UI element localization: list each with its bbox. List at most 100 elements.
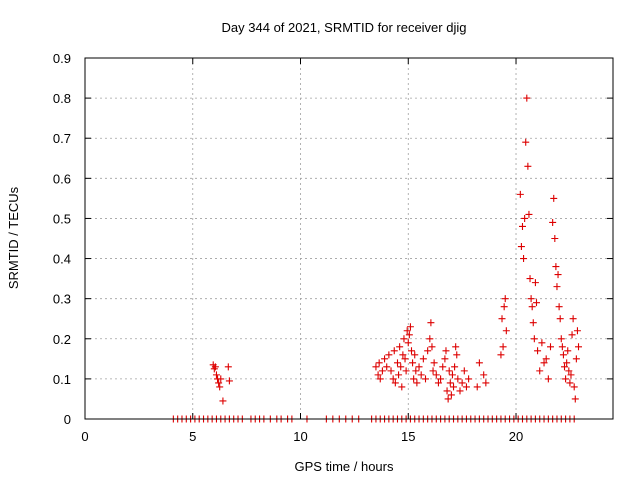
data-point [502, 295, 509, 302]
data-point [570, 315, 577, 322]
data-point [447, 379, 454, 386]
data-point [397, 363, 404, 370]
data-point [573, 355, 580, 362]
data-point [528, 295, 535, 302]
data-point [448, 391, 455, 398]
data-point [416, 363, 423, 370]
data-point [551, 235, 558, 242]
y-axis-label: SRMTID / TECUs [6, 186, 21, 289]
data-point [395, 371, 402, 378]
data-point [522, 139, 529, 146]
data-point [465, 375, 472, 382]
data-point [553, 283, 560, 290]
x-tick-label: 15 [401, 429, 415, 444]
data-point [442, 347, 449, 354]
data-point [405, 339, 412, 346]
data-point [383, 363, 390, 370]
data-point [497, 351, 504, 358]
data-point [560, 351, 567, 358]
y-tick-label: 0.5 [53, 211, 71, 226]
y-tick-label: 0.6 [53, 171, 71, 186]
data-point [451, 363, 458, 370]
data-point [433, 371, 440, 378]
data-point [501, 303, 508, 310]
y-tick-label: 0.3 [53, 292, 71, 307]
data-point [409, 359, 416, 366]
data-point [388, 367, 395, 374]
x-tick-label: 10 [293, 429, 307, 444]
data-point [454, 375, 461, 382]
data-point [463, 383, 470, 390]
y-tick-label: 0.8 [53, 91, 71, 106]
data-point [216, 383, 223, 390]
data-point [474, 383, 481, 390]
y-tick-label: 0.9 [53, 51, 71, 66]
data-point [413, 379, 420, 386]
data-point [422, 375, 429, 382]
data-point [534, 347, 541, 354]
data-point [550, 195, 557, 202]
data-point [521, 215, 528, 222]
data-point [531, 335, 538, 342]
data-point [552, 263, 559, 270]
plot-frame [85, 58, 613, 419]
data-point [396, 343, 403, 350]
data-point [372, 363, 379, 370]
data-point [527, 275, 534, 282]
data-point [566, 379, 573, 386]
data-point [557, 315, 564, 322]
data-point [444, 387, 451, 394]
data-point [517, 191, 524, 198]
data-point [225, 363, 232, 370]
y-tick-label: 0.4 [53, 252, 71, 267]
chart-title: Day 344 of 2021, SRMTID for receiver dji… [222, 20, 467, 35]
data-point [525, 211, 532, 218]
data-point [520, 255, 527, 262]
data-point [420, 355, 427, 362]
data-point [456, 387, 463, 394]
data-point [226, 377, 233, 384]
axis-ticks: 0 5 10 15 20 0 0.1 0.2 0.3 0.4 0.5 0.6 0.7 0.8 0.9 [53, 51, 613, 444]
x-tick-label: 0 [81, 429, 88, 444]
data-point [558, 335, 565, 342]
data-point [569, 331, 576, 338]
data-point [482, 379, 489, 386]
data-point [530, 319, 537, 326]
data-point [556, 303, 563, 310]
data-point [428, 343, 435, 350]
data-point [385, 351, 392, 358]
data-point [424, 347, 431, 354]
data-point [532, 279, 539, 286]
data-point [453, 351, 460, 358]
chart: 0 5 10 15 2000.10.20.30.40.50.60.70.80.9 Day… [0, 0, 640, 480]
data-point [518, 243, 525, 250]
data-point [446, 367, 453, 374]
data-point [545, 375, 552, 382]
data-point [426, 335, 433, 342]
data-point [379, 367, 386, 374]
data-point [427, 319, 434, 326]
data-point [523, 95, 530, 102]
data-point [418, 371, 425, 378]
y-tick-label: 0.1 [53, 372, 71, 387]
data-point [450, 383, 457, 390]
data-point [449, 371, 456, 378]
data-point [408, 347, 415, 354]
data-point [398, 383, 405, 390]
data-point [412, 367, 419, 374]
data-point [381, 355, 388, 362]
data-point [559, 343, 566, 350]
data-point [376, 359, 383, 366]
y-tick-label: 0.7 [53, 131, 71, 146]
data-point [411, 351, 418, 358]
data-point [519, 223, 526, 230]
data-point [547, 343, 554, 350]
y-tick-label: 0 [64, 412, 71, 427]
data-point [529, 303, 536, 310]
data-point [445, 395, 452, 402]
data-point [441, 355, 448, 362]
data-point [391, 347, 398, 354]
data-point [533, 299, 540, 306]
data-point [536, 367, 543, 374]
data-point [400, 335, 407, 342]
